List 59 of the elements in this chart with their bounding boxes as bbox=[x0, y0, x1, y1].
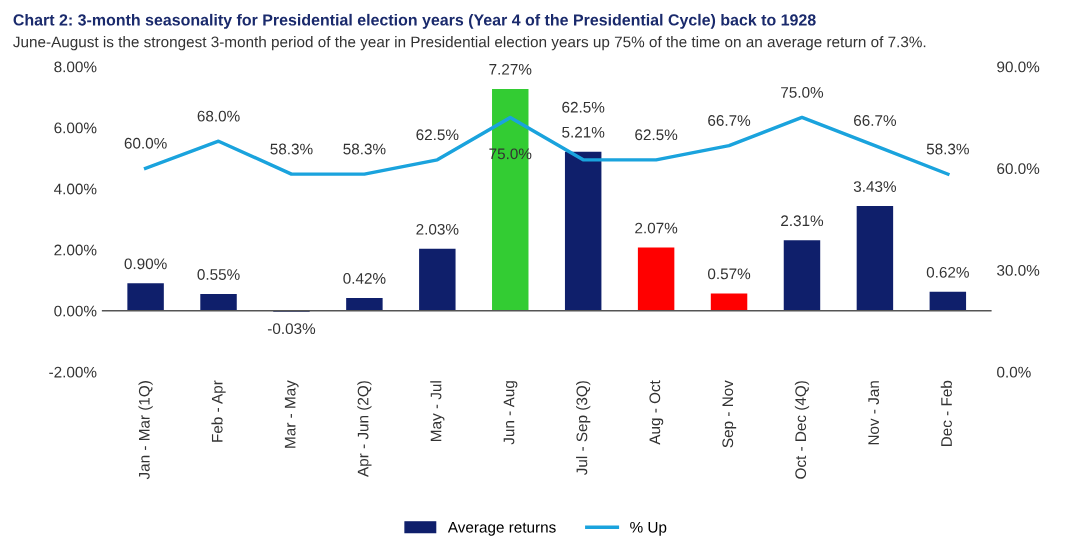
data-label: 66.7% bbox=[708, 115, 751, 126]
y-tick-label: 2.00% bbox=[54, 244, 97, 256]
y2-tick-label: 60.0% bbox=[997, 163, 1040, 175]
legend-label: Average returns bbox=[447, 522, 556, 536]
x-tick-label: Jun - Aug bbox=[503, 381, 518, 445]
x-tick-label: Aug - Oct bbox=[649, 380, 664, 445]
y2-tick-label: 90.0% bbox=[997, 61, 1040, 73]
bar bbox=[419, 248, 456, 311]
data-label: -0.03% bbox=[267, 323, 316, 335]
bar bbox=[783, 240, 821, 311]
y-tick-label: 0.00% bbox=[54, 305, 97, 317]
bar bbox=[710, 293, 748, 311]
bar bbox=[127, 283, 164, 311]
data-label: 60.0% bbox=[124, 137, 167, 149]
bar bbox=[200, 294, 237, 311]
bar bbox=[637, 247, 675, 311]
data-label: 2.03% bbox=[416, 223, 459, 235]
x-tick-label: Jan - Mar (1Q) bbox=[138, 381, 153, 480]
bar bbox=[564, 151, 602, 311]
data-label: 0.42% bbox=[343, 273, 386, 284]
data-label: 75.0% bbox=[781, 86, 824, 98]
data-label: 62.5% bbox=[562, 101, 605, 113]
chart-title: Chart 2: 3-month seasonality for Presidential election years (Year 4 of the Presidential Cycle) back to 1928 bbox=[13, 13, 816, 29]
data-label: 3.43% bbox=[853, 181, 897, 192]
legend-label: % Up bbox=[630, 521, 667, 536]
x-tick-label: Feb - Apr bbox=[211, 380, 226, 442]
data-label: 68.0% bbox=[197, 110, 240, 122]
data-label: 66.7% bbox=[854, 115, 897, 126]
data-label: 2.07% bbox=[635, 222, 678, 234]
data-label: 58.3% bbox=[343, 143, 386, 155]
bar bbox=[346, 297, 383, 311]
chart-subtitle: June-August is the strongest 3-month period of the year in Presidential election years up 75% of the time on an average return of 7.3%. bbox=[13, 36, 926, 51]
y-tick-label: 8.00% bbox=[54, 61, 97, 73]
data-label: 58.3% bbox=[270, 143, 313, 155]
data-label: 2.31% bbox=[781, 215, 824, 227]
data-label: 0.62% bbox=[926, 266, 969, 278]
data-label: 62.5% bbox=[416, 129, 459, 141]
x-tick-label: Mar - May bbox=[284, 380, 299, 448]
data-label: 0.90% bbox=[124, 258, 167, 270]
x-tick-label: Sep - Nov bbox=[722, 380, 737, 448]
data-label: 5.21% bbox=[562, 126, 605, 138]
y2-tick-label: 30.0% bbox=[997, 264, 1040, 276]
data-label: 58.3% bbox=[926, 143, 969, 155]
data-label: 0.55% bbox=[197, 269, 240, 280]
y-tick-label: 4.00% bbox=[54, 183, 97, 195]
bar bbox=[929, 291, 967, 311]
y-tick-label: 6.00% bbox=[54, 122, 97, 134]
x-tick-label: Apr - Jun (2Q) bbox=[357, 381, 372, 477]
data-label: 62.5% bbox=[635, 129, 678, 141]
y-tick-label: -2.00% bbox=[49, 366, 97, 378]
x-tick-label: Jul - Sep (3Q) bbox=[576, 381, 591, 476]
x-tick-label: Oct - Dec (4Q) bbox=[794, 381, 810, 479]
y2-tick-label: 0.0% bbox=[997, 366, 1031, 378]
x-tick-label: May - Jul bbox=[430, 381, 445, 441]
x-tick-label: Dec - Feb bbox=[940, 380, 952, 446]
data-label: 7.27% bbox=[489, 63, 532, 75]
x-tick-label: Nov - Jan bbox=[868, 381, 880, 445]
data-label: 0.57% bbox=[707, 268, 751, 280]
bar bbox=[856, 206, 894, 311]
